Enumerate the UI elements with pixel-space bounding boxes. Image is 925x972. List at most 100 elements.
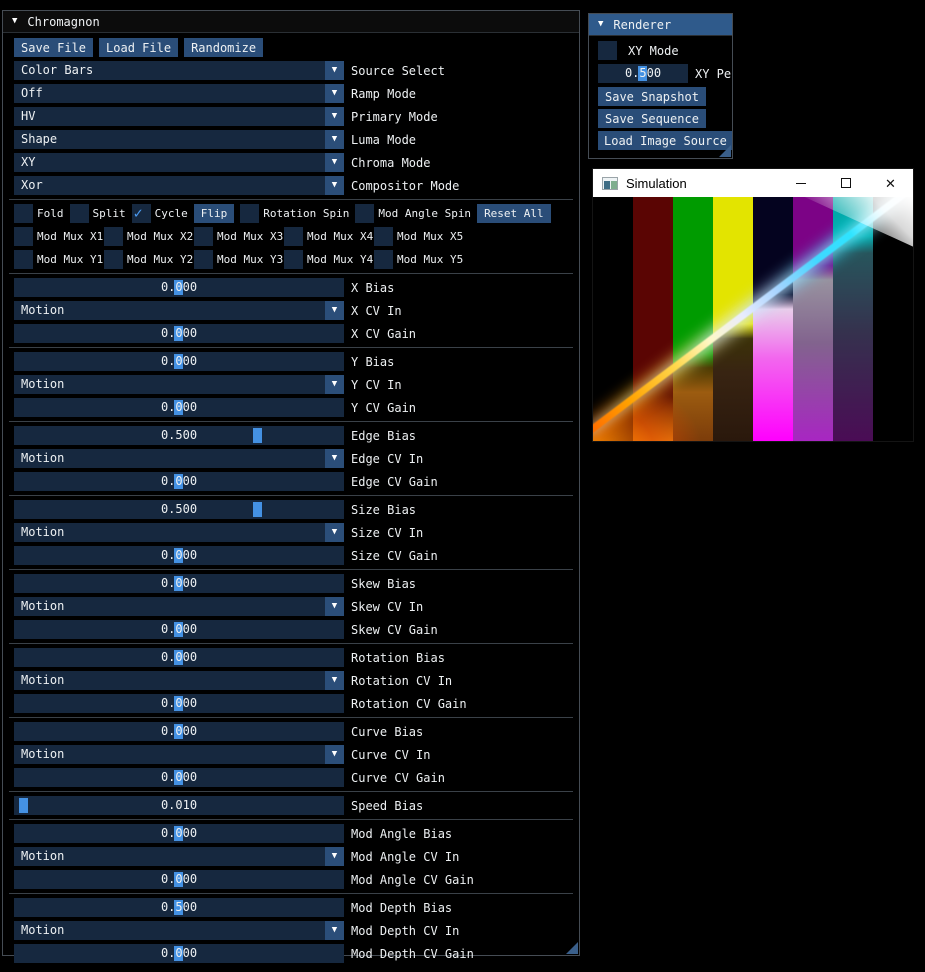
y-bias-slider[interactable]: 0.000 bbox=[14, 352, 344, 371]
load-file-button[interactable]: Load File bbox=[99, 38, 179, 57]
slider-grab[interactable] bbox=[174, 354, 183, 369]
split-checkbox[interactable] bbox=[69, 204, 89, 223]
save-snapshot-button[interactable]: Save Snapshot bbox=[598, 87, 706, 106]
rotation-spin-checkbox[interactable] bbox=[240, 204, 260, 223]
resize-grip[interactable] bbox=[566, 942, 578, 954]
cycle-checkbox[interactable] bbox=[131, 204, 151, 223]
edge-cv-gain-slider[interactable]: 0.000 bbox=[14, 472, 344, 491]
slider-grab[interactable] bbox=[18, 798, 28, 813]
slider-grab[interactable] bbox=[174, 548, 183, 563]
chevron-down-icon[interactable]: ▼ bbox=[325, 745, 344, 764]
size-bias-slider[interactable]: 0.500 bbox=[14, 500, 344, 519]
speed-bias-slider[interactable]: 0.010 bbox=[14, 796, 344, 815]
mod-mux-x2-checkbox[interactable] bbox=[104, 227, 123, 246]
chevron-down-icon[interactable]: ▼ bbox=[325, 449, 344, 468]
resize-grip[interactable] bbox=[719, 145, 731, 157]
chevron-down-icon[interactable]: ▼ bbox=[325, 107, 344, 126]
x-bias-slider[interactable]: 0.000 bbox=[14, 278, 344, 297]
edge-bias-slider[interactable]: 0.500 bbox=[14, 426, 344, 445]
mod-mux-x1-checkbox[interactable] bbox=[14, 227, 33, 246]
slider-grab[interactable] bbox=[174, 326, 183, 341]
reset-all-button[interactable]: Reset All bbox=[477, 204, 551, 223]
simulation-titlebar[interactable]: Simulation ✕ bbox=[593, 169, 913, 197]
curve-cv-in-combo[interactable]: Motion ▼ bbox=[14, 745, 344, 764]
rotation-bias-slider[interactable]: 0.000 bbox=[14, 648, 344, 667]
slider-grab[interactable] bbox=[174, 724, 183, 739]
fold-checkbox[interactable] bbox=[14, 204, 33, 223]
mod-mux-y3-checkbox[interactable] bbox=[194, 250, 213, 269]
chevron-down-icon[interactable]: ▼ bbox=[325, 61, 344, 80]
mod-mux-y5-checkbox[interactable] bbox=[374, 250, 393, 269]
slider-grab[interactable] bbox=[174, 946, 183, 961]
source-select-combo[interactable]: Color Bars ▼ bbox=[14, 61, 344, 80]
size-cv-in-combo[interactable]: Motion ▼ bbox=[14, 523, 344, 542]
mod-mux-x5-checkbox[interactable] bbox=[374, 227, 393, 246]
slider-grab[interactable] bbox=[174, 474, 183, 489]
mod-depth-cv-in-combo[interactable]: Motion ▼ bbox=[14, 921, 344, 940]
flip-button[interactable]: Flip bbox=[193, 204, 235, 223]
minimize-button[interactable] bbox=[778, 169, 823, 197]
slider-grab[interactable] bbox=[174, 900, 183, 915]
curve-bias-slider[interactable]: 0.000 bbox=[14, 722, 344, 741]
slider-grab[interactable] bbox=[638, 66, 647, 81]
slider-grab[interactable] bbox=[174, 770, 183, 785]
collapse-arrow-icon[interactable]: ▼ bbox=[598, 19, 604, 29]
slider-grab[interactable] bbox=[174, 280, 183, 295]
mod-depth-cv-gain-slider[interactable]: 0.000 bbox=[14, 944, 344, 963]
chevron-down-icon[interactable]: ▼ bbox=[325, 176, 344, 195]
load-image-source-button[interactable]: Load Image Source bbox=[598, 131, 732, 150]
y-cv-gain-slider[interactable]: 0.000 bbox=[14, 398, 344, 417]
mod-angle-spin-checkbox[interactable] bbox=[355, 204, 375, 223]
save-file-button[interactable]: Save File bbox=[14, 38, 94, 57]
chevron-down-icon[interactable]: ▼ bbox=[325, 523, 344, 542]
skew-bias-slider[interactable]: 0.000 bbox=[14, 574, 344, 593]
slider-grab[interactable] bbox=[174, 622, 183, 637]
chevron-down-icon[interactable]: ▼ bbox=[325, 671, 344, 690]
mod-mux-x4-checkbox[interactable] bbox=[284, 227, 303, 246]
chevron-down-icon[interactable]: ▼ bbox=[325, 301, 344, 320]
x-cv-gain-slider[interactable]: 0.000 bbox=[14, 324, 344, 343]
chevron-down-icon[interactable]: ▼ bbox=[325, 130, 344, 149]
x-cv-in-combo[interactable]: Motion ▼ bbox=[14, 301, 344, 320]
chevron-down-icon[interactable]: ▼ bbox=[325, 597, 344, 616]
renderer-titlebar[interactable]: ▼ Renderer bbox=[589, 14, 732, 36]
chevron-down-icon[interactable]: ▼ bbox=[325, 921, 344, 940]
save-sequence-button[interactable]: Save Sequence bbox=[598, 109, 706, 128]
chevron-down-icon[interactable]: ▼ bbox=[325, 847, 344, 866]
collapse-arrow-icon[interactable]: ▼ bbox=[12, 16, 18, 26]
chromagnon-titlebar[interactable]: ▼ Chromagnon bbox=[3, 11, 579, 33]
curve-cv-gain-slider[interactable]: 0.000 bbox=[14, 768, 344, 787]
randomize-button[interactable]: Randomize bbox=[184, 38, 264, 57]
mod-angle-cv-in-combo[interactable]: Motion ▼ bbox=[14, 847, 344, 866]
close-button[interactable]: ✕ bbox=[868, 169, 913, 197]
mod-angle-cv-gain-slider[interactable]: 0.000 bbox=[14, 870, 344, 889]
mod-mux-y1-checkbox[interactable] bbox=[14, 250, 33, 269]
skew-cv-gain-slider[interactable]: 0.000 bbox=[14, 620, 344, 639]
chevron-down-icon[interactable]: ▼ bbox=[325, 84, 344, 103]
maximize-button[interactable] bbox=[823, 169, 868, 197]
compositor-mode-combo[interactable]: Xor ▼ bbox=[14, 176, 344, 195]
slider-grab[interactable] bbox=[174, 400, 183, 415]
chevron-down-icon[interactable]: ▼ bbox=[325, 153, 344, 172]
xy-persistence-slider[interactable]: 0.500 bbox=[598, 64, 688, 83]
xy-mode-checkbox[interactable] bbox=[598, 41, 617, 60]
chroma-mode-combo[interactable]: XY ▼ bbox=[14, 153, 344, 172]
mod-depth-bias-slider[interactable]: 0.500 bbox=[14, 898, 344, 917]
size-cv-gain-slider[interactable]: 0.000 bbox=[14, 546, 344, 565]
ramp-mode-combo[interactable]: Off ▼ bbox=[14, 84, 344, 103]
slider-grab[interactable] bbox=[253, 502, 263, 517]
chevron-down-icon[interactable]: ▼ bbox=[325, 375, 344, 394]
slider-grab[interactable] bbox=[174, 696, 183, 711]
primary-mode-combo[interactable]: HV ▼ bbox=[14, 107, 344, 126]
slider-grab[interactable] bbox=[174, 826, 183, 841]
rotation-cv-gain-slider[interactable]: 0.000 bbox=[14, 694, 344, 713]
skew-cv-in-combo[interactable]: Motion ▼ bbox=[14, 597, 344, 616]
mod-mux-y2-checkbox[interactable] bbox=[104, 250, 123, 269]
slider-grab[interactable] bbox=[174, 650, 183, 665]
slider-grab[interactable] bbox=[253, 428, 263, 443]
edge-cv-in-combo[interactable]: Motion ▼ bbox=[14, 449, 344, 468]
y-cv-in-combo[interactable]: Motion ▼ bbox=[14, 375, 344, 394]
slider-grab[interactable] bbox=[174, 576, 183, 591]
slider-grab[interactable] bbox=[174, 872, 183, 887]
luma-mode-combo[interactable]: Shape ▼ bbox=[14, 130, 344, 149]
